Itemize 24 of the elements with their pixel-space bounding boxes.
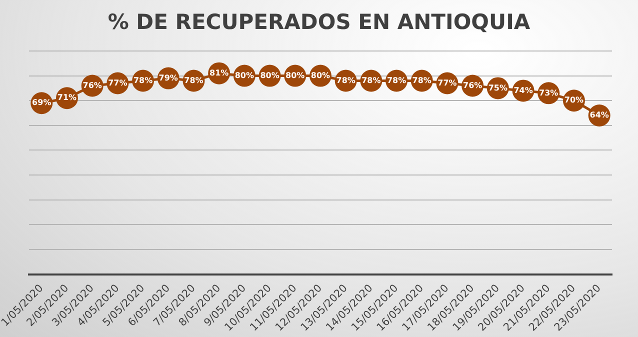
data-label: 79% [158,73,178,82]
data-label: 81% [210,68,229,78]
data-label: 78% [386,76,406,85]
data-label: 80% [260,70,280,80]
data-label: 80% [234,70,254,80]
data-label: 77% [108,78,128,88]
chart-title: % DE RECUPERADOS EN ANTIOQUIA [106,10,532,34]
data-label: 78% [362,76,381,85]
data-label: 64% [590,110,609,120]
data-label: 74% [514,86,533,95]
data-label: 76% [82,80,102,90]
data-label: 80% [286,70,305,80]
data-label: 73% [539,88,558,98]
data-label: 69% [32,98,52,108]
data-label: 71% [57,93,77,102]
data-label: 78% [412,76,432,85]
data-label: 78% [184,76,204,85]
data-label: 77% [438,78,457,88]
data-label: 76% [463,80,482,90]
data-label: 75% [488,83,508,92]
data-label: 78% [133,76,153,85]
data-label: 78% [336,76,356,85]
data-label: 80% [310,70,330,80]
data-label: 70% [564,96,584,105]
